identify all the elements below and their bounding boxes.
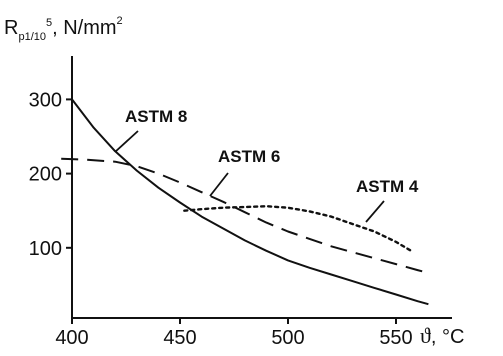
series-label-astm-8: ASTM 8	[125, 107, 187, 126]
y-axis-title-superscript: 5	[46, 17, 52, 29]
y-tick-label-100: 100	[29, 238, 62, 260]
x-tick-label-500: 500	[271, 327, 304, 349]
x-axis-title: ϑ, °C	[420, 323, 464, 348]
y-axis-title: Rp1/105, N/mm2	[4, 15, 123, 43]
y-axis-title-subscript: p1/10	[18, 31, 46, 43]
y-tick-label-200: 200	[29, 164, 62, 186]
y-axis-title-unit: , N/mm	[52, 17, 116, 39]
x-tick-label-400: 400	[55, 327, 88, 349]
series-leader-astm-8	[114, 130, 139, 153]
series-line-astm-4	[183, 204, 413, 253]
series-label-astm-6: ASTM 6	[218, 147, 280, 166]
x-axis-title-symbol: ϑ	[420, 323, 431, 348]
series-leader-astm-4	[365, 200, 385, 223]
x-tick-label-450: 450	[163, 327, 196, 349]
series-label-astm-4: ASTM 4	[356, 177, 419, 196]
y-axis-title-main: R	[4, 17, 18, 39]
series-lines	[61, 98, 429, 306]
y-tick-label-300: 300	[29, 89, 62, 111]
x-tick-label-550: 550	[379, 327, 412, 349]
series-line-astm-8	[71, 98, 429, 306]
ticks: 100 200 300 400 450 500 550	[29, 89, 413, 349]
series-leader-astm-6	[209, 172, 229, 197]
svg-text:ϑ, °C: ϑ, °C	[420, 323, 464, 348]
series-line-astm-6	[61, 157, 429, 274]
y-axis-title-unit-power: 2	[117, 15, 123, 27]
series-labels: ASTM 8 ASTM 6 ASTM 4	[114, 107, 419, 223]
x-axis-title-unit: , °C	[431, 326, 465, 348]
svg-text:Rp1/105, N/mm2: Rp1/105, N/mm2	[4, 15, 123, 43]
